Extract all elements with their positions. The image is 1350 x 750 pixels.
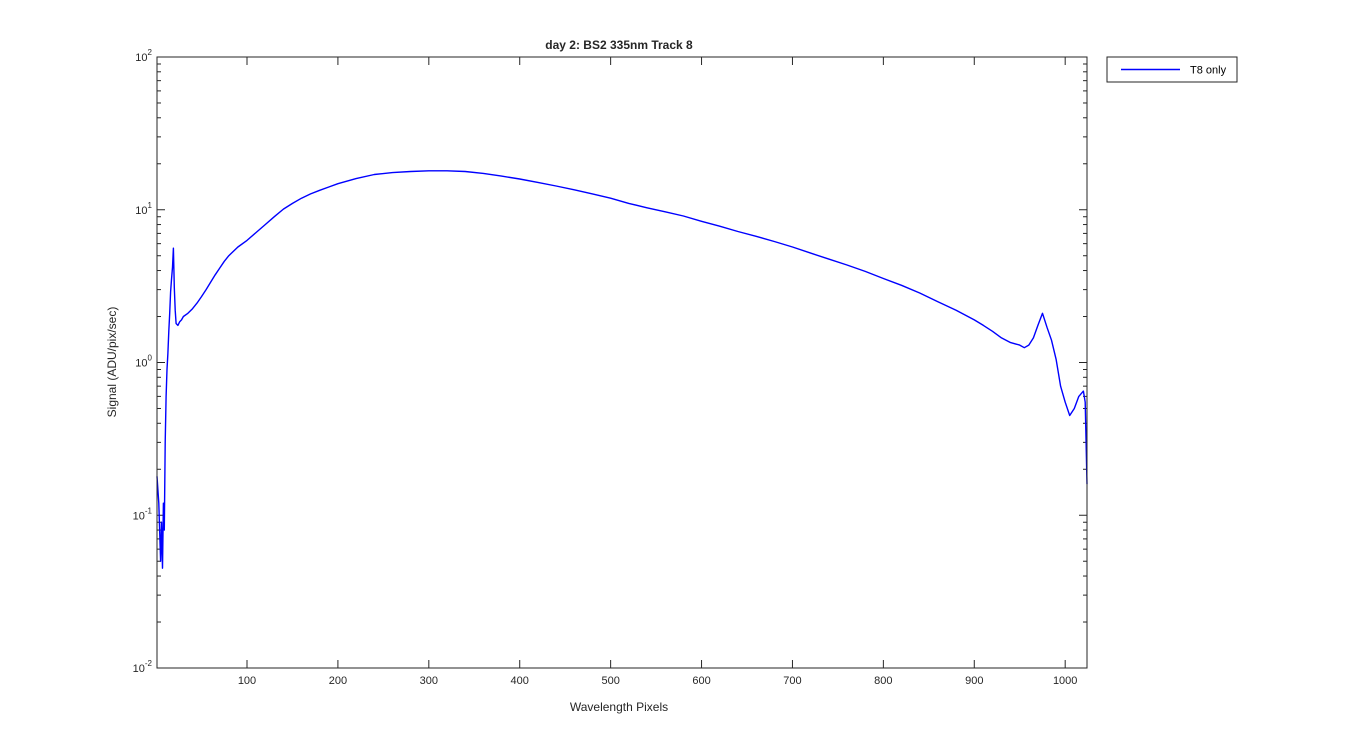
axis-ticks <box>157 56 1087 669</box>
plot-frame <box>156 56 1088 669</box>
x-tick-labels: 100 200 300 400 500 600 700 800 900 1000 <box>238 675 1078 687</box>
x-tick-label: 700 <box>783 675 801 687</box>
x-tick-label: 100 <box>238 675 256 687</box>
y-axis-label: Signal (ADU/pix/sec) <box>105 307 119 418</box>
x-tick-label: 500 <box>601 675 619 687</box>
y-tick-label: 10-2 <box>133 659 153 675</box>
x-tick-label: 600 <box>692 675 710 687</box>
x-tick-label: 400 <box>511 675 529 687</box>
y-tick-labels: 10-2 10-1 100 101 102 <box>133 48 153 675</box>
x-tick-label: 200 <box>329 675 347 687</box>
x-tick-label: 800 <box>874 675 892 687</box>
series-line-t8-only <box>156 170 1088 569</box>
x-tick-label: 900 <box>965 675 983 687</box>
y-tick-label: 100 <box>135 354 152 370</box>
plot-area <box>157 57 1087 668</box>
x-tick-label: 300 <box>420 675 438 687</box>
y-tick-label: 10-1 <box>133 506 153 522</box>
legend-label-t8-only: T8 only <box>1190 65 1227 77</box>
legend[interactable]: T8 only <box>1106 56 1238 83</box>
y-tick-label: 101 <box>135 201 152 217</box>
x-tick-label: 1000 <box>1053 675 1077 687</box>
y-tick-label: 102 <box>135 48 152 64</box>
x-axis-label: Wavelength Pixels <box>570 700 668 714</box>
chart-title: day 2: BS2 335nm Track 8 <box>545 38 693 52</box>
series-layer <box>156 170 1088 569</box>
